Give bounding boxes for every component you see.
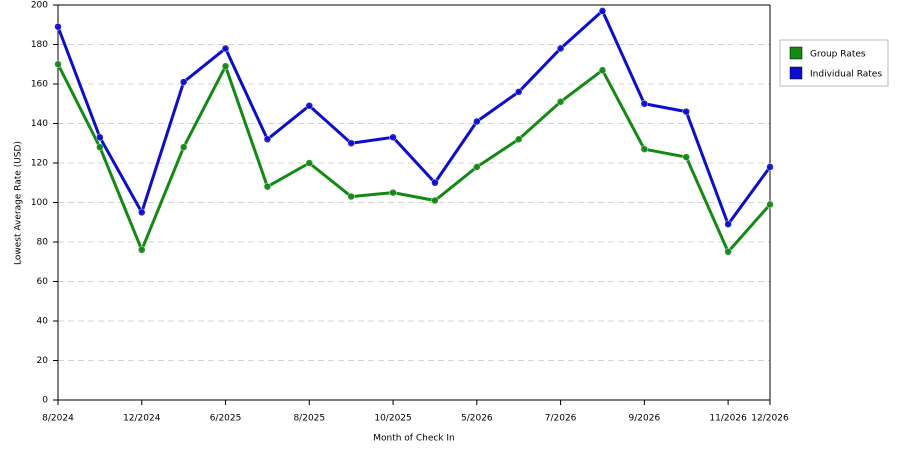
data-point	[305, 101, 314, 110]
data-point	[724, 248, 732, 256]
x-tick-label: 12/2024	[123, 414, 161, 424]
data-point	[431, 179, 439, 187]
data-point	[54, 22, 62, 31]
x-tick-label: 8/2024	[42, 414, 74, 424]
x-tick-label: 10/2025	[374, 414, 411, 424]
data-point	[347, 192, 355, 201]
y-axis-label: Lowest Average Rate (USD)	[14, 141, 24, 265]
data-point	[179, 78, 188, 86]
data-point	[389, 188, 397, 197]
data-point	[179, 143, 188, 151]
y-tick-label: 60	[37, 277, 49, 287]
y-tick-label: 160	[31, 80, 48, 90]
y-tick-label: 0	[42, 396, 48, 406]
data-point	[96, 133, 104, 142]
legend-label: Group Rates	[810, 50, 866, 60]
legend-label: Individual Rates	[810, 70, 882, 80]
y-tick-label: 180	[31, 40, 48, 50]
data-point	[556, 98, 565, 106]
data-point	[640, 100, 649, 108]
legend-swatch	[789, 46, 803, 60]
x-tick-label: 8/2025	[293, 414, 325, 424]
y-tick-label: 120	[31, 159, 48, 169]
y-tick-label: 80	[37, 238, 49, 248]
data-point	[138, 246, 146, 254]
data-point	[473, 163, 481, 171]
y-tick-label: 40	[37, 317, 49, 327]
x-tick-label: 11/2026	[709, 414, 747, 424]
data-point	[263, 182, 272, 191]
data-point	[221, 44, 230, 53]
data-point	[556, 44, 565, 53]
data-point	[305, 159, 314, 167]
data-point	[96, 143, 104, 151]
y-tick-label: 100	[31, 198, 48, 208]
x-tick-label: 5/2026	[461, 414, 493, 424]
y-tick-label: 200	[31, 1, 48, 11]
legend-swatch	[789, 66, 803, 80]
data-point	[138, 208, 146, 217]
data-point	[724, 220, 732, 228]
x-tick-label: 7/2026	[545, 414, 577, 424]
x-axis-label: Month of Check In	[373, 434, 455, 444]
data-point	[766, 200, 774, 209]
series-line	[56, 9, 772, 226]
data-point	[514, 88, 523, 96]
data-point	[766, 163, 774, 171]
x-tick-label: 12/2026	[751, 414, 789, 424]
data-point	[682, 153, 690, 161]
series-line	[56, 63, 772, 254]
data-point	[682, 107, 690, 116]
data-point	[640, 145, 649, 153]
data-point	[473, 117, 481, 126]
data-point	[221, 62, 230, 70]
data-point	[54, 60, 62, 68]
data-point	[431, 196, 439, 205]
x-tick-label: 9/2026	[629, 414, 661, 424]
data-point	[389, 133, 397, 142]
data-point	[598, 66, 607, 74]
y-tick-label: 20	[37, 356, 49, 366]
x-tick-label: 6/2025	[210, 414, 242, 424]
data-point	[347, 139, 355, 147]
data-point	[598, 7, 607, 15]
data-point	[263, 135, 272, 144]
y-tick-label: 140	[31, 119, 48, 129]
data-point	[514, 135, 523, 144]
